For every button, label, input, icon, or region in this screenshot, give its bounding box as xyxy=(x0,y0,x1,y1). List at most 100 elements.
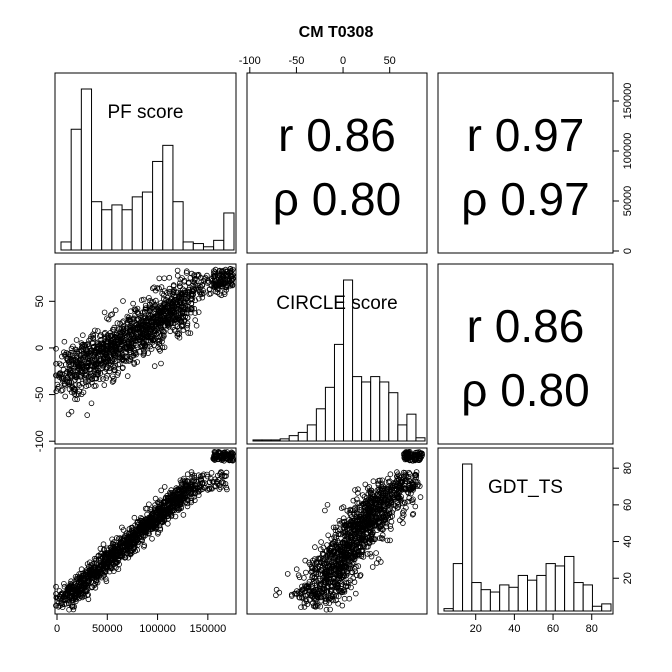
scatter-point xyxy=(72,396,78,403)
scatter-point xyxy=(53,360,59,367)
scatter-point xyxy=(383,501,389,508)
panel-frame-0-1 xyxy=(246,72,428,254)
scatter-point xyxy=(333,544,339,550)
histogram-bar xyxy=(471,582,482,612)
scatter-point xyxy=(322,567,329,574)
scatter-point xyxy=(302,557,309,564)
histogram-bar xyxy=(101,209,113,251)
scatter-point xyxy=(384,486,391,493)
scatter-point xyxy=(348,534,354,541)
scatter-point xyxy=(161,275,168,282)
scatter-point xyxy=(187,330,194,337)
scatter-point xyxy=(312,544,318,550)
scatter-point xyxy=(90,332,96,339)
histogram-bar xyxy=(370,376,381,442)
scatter-point xyxy=(53,583,59,590)
scatter-point xyxy=(93,361,99,368)
scatter-point xyxy=(175,507,182,513)
scatter-point xyxy=(192,310,198,316)
scatter-point xyxy=(145,337,152,344)
scatter-point xyxy=(310,603,317,609)
scatter-point xyxy=(109,379,116,385)
bottom-axis-tick-label: 0 xyxy=(54,623,60,635)
scatter-point xyxy=(56,371,63,377)
scatter-point xyxy=(144,317,151,324)
scatter-point xyxy=(364,499,371,505)
scatter-point xyxy=(154,285,161,291)
scatter-point xyxy=(147,337,154,344)
scatter-point xyxy=(76,360,82,367)
scatter-point xyxy=(387,537,393,544)
scatter-point xyxy=(346,562,353,569)
scatter-point xyxy=(215,476,222,483)
scatter-point xyxy=(362,537,369,543)
scatter-point xyxy=(322,554,329,561)
scatter-point xyxy=(227,268,234,274)
scatter-point xyxy=(101,551,108,557)
spearman-rho-label: ρ 0.97 xyxy=(461,173,589,225)
scatter-point xyxy=(131,334,138,341)
scatter-point xyxy=(108,545,114,551)
scatter-point xyxy=(229,282,236,289)
scatter-point xyxy=(375,493,382,500)
scatter-point xyxy=(78,583,85,590)
scatter-point xyxy=(309,580,316,587)
scatter-point xyxy=(140,348,147,354)
scatter-point xyxy=(134,542,141,548)
scatter-point xyxy=(221,457,227,464)
scatter-point xyxy=(101,309,108,316)
histogram-bar xyxy=(508,586,519,612)
scatter-point xyxy=(139,537,145,544)
scatter-point xyxy=(402,499,408,506)
scatter-point xyxy=(218,469,224,475)
scatter-point xyxy=(101,382,108,388)
scatter-point xyxy=(199,282,206,289)
scatter-point xyxy=(116,326,122,332)
scatter-point xyxy=(188,304,195,311)
scatter-point xyxy=(135,329,142,336)
scatter-point xyxy=(301,600,308,606)
scatter-point xyxy=(324,573,331,580)
scatter-point xyxy=(218,450,224,456)
scatter-point xyxy=(212,266,219,273)
scatter-point xyxy=(127,317,133,324)
scatter-point xyxy=(345,548,352,554)
scatter-point xyxy=(128,331,135,337)
scatter-point xyxy=(338,564,345,570)
top-axis-tick-label: 0 xyxy=(340,55,346,67)
scatter-point xyxy=(383,520,390,527)
scatter-point xyxy=(413,474,419,481)
scatter-point xyxy=(90,334,96,341)
scatter-point xyxy=(115,369,121,376)
scatter-point xyxy=(128,308,134,315)
scatter-point xyxy=(161,502,167,508)
scatter-point xyxy=(344,533,351,540)
scatter-point xyxy=(191,474,198,481)
scatter-point xyxy=(68,584,74,591)
scatter-point xyxy=(110,378,117,384)
scatter-point xyxy=(347,577,354,584)
scatter-point xyxy=(305,584,312,591)
scatter-point xyxy=(157,333,164,339)
histogram-bar xyxy=(297,431,308,442)
scatter-point xyxy=(137,517,143,524)
scatter-point xyxy=(124,541,130,548)
histogram-bar xyxy=(91,201,103,251)
scatter-point xyxy=(183,481,190,488)
scatter-point xyxy=(157,506,164,513)
scatter-point xyxy=(379,535,386,542)
scatter-point xyxy=(273,592,279,599)
scatter-point xyxy=(364,551,371,557)
bottom-axis-tick-label: 50000 xyxy=(92,623,123,635)
scatter-point xyxy=(127,357,133,364)
scatter-point xyxy=(371,522,377,529)
scatter-point xyxy=(321,589,328,596)
scatter-point xyxy=(405,490,412,496)
top-axis-tick-label: -50 xyxy=(288,55,304,67)
histogram-bar xyxy=(582,584,593,612)
scatter-point xyxy=(217,267,223,274)
scatter-point xyxy=(56,360,63,367)
scatter-point xyxy=(79,357,86,363)
scatter-point xyxy=(85,579,92,585)
